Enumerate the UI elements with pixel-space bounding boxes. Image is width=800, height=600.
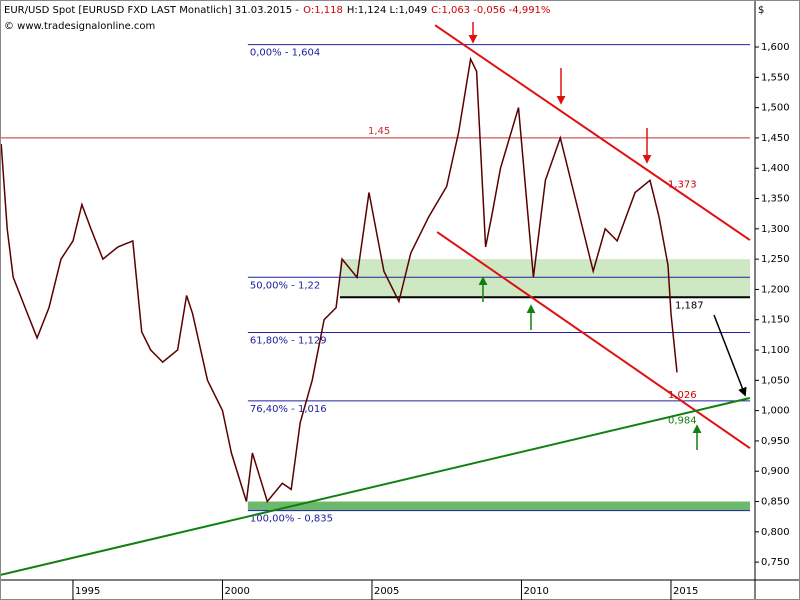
level-label: 0,00% - 1,604	[250, 48, 320, 59]
source: © www.tradesignalonline.com	[4, 21, 155, 32]
header-part: EUR/USD Spot [EURUSD FXD LAST Monatlich]…	[4, 5, 299, 16]
x-tick-label: 2000	[224, 586, 249, 597]
level-label: 50,00% - 1,22	[250, 280, 320, 291]
level-label: 1,45	[368, 126, 390, 137]
level-label: 61,80% - 1,129	[250, 335, 327, 346]
y-tick-label: 1,200	[761, 284, 790, 295]
y-tick-label: 0,800	[761, 527, 790, 538]
y-tick-label: 1,450	[761, 133, 790, 144]
y-tick-label: 0,950	[761, 436, 790, 447]
header-part: H:1,124 L:1,049	[347, 5, 427, 16]
header-part: C:1,063 -0,056 -4,991%	[431, 5, 550, 16]
y-tick-label: 1,500	[761, 103, 790, 114]
x-tick-label: 2010	[523, 586, 548, 597]
y-unit: $	[758, 5, 764, 16]
x-tick-label: 2015	[673, 586, 698, 597]
trend-line	[0, 397, 751, 577]
x-tick-label: 2005	[374, 586, 399, 597]
header-part: O:1,118	[303, 5, 343, 16]
level-label: 1,187	[675, 300, 704, 311]
y-tick-label: 1,400	[761, 163, 790, 174]
y-tick-label: 1,050	[761, 375, 790, 386]
trend-line	[436, 231, 751, 450]
y-tick-label: 1,350	[761, 194, 790, 205]
trend-line	[434, 24, 751, 241]
y-tick-label: 1,300	[761, 224, 790, 235]
x-tick-label: 1995	[75, 586, 100, 597]
y-tick-label: 0,900	[761, 466, 790, 477]
arrow	[713, 314, 747, 397]
price-line	[0, 56, 678, 504]
y-tick-label: 0,850	[761, 497, 790, 508]
zone	[247, 501, 750, 511]
y-tick-label: 1,250	[761, 254, 790, 265]
header: EUR/USD Spot [EURUSD FXD LAST Monatlich]…	[4, 5, 550, 16]
y-tick-label: 1,150	[761, 315, 790, 326]
annotation: 0,984	[668, 415, 697, 426]
y-tick-label: 1,100	[761, 345, 790, 356]
y-tick-label: 1,600	[761, 42, 790, 53]
y-tick-label: 1,550	[761, 72, 790, 83]
y-tick-label: 0,750	[761, 557, 790, 568]
annotation: 1,373	[668, 180, 697, 191]
arrows	[468, 22, 747, 450]
level-label: 76,40% - 1,016	[250, 404, 327, 415]
y-tick-label: 1,000	[761, 406, 790, 417]
annotation: 1,026	[668, 390, 697, 401]
level-label: 100,00% - 0,835	[250, 514, 333, 525]
